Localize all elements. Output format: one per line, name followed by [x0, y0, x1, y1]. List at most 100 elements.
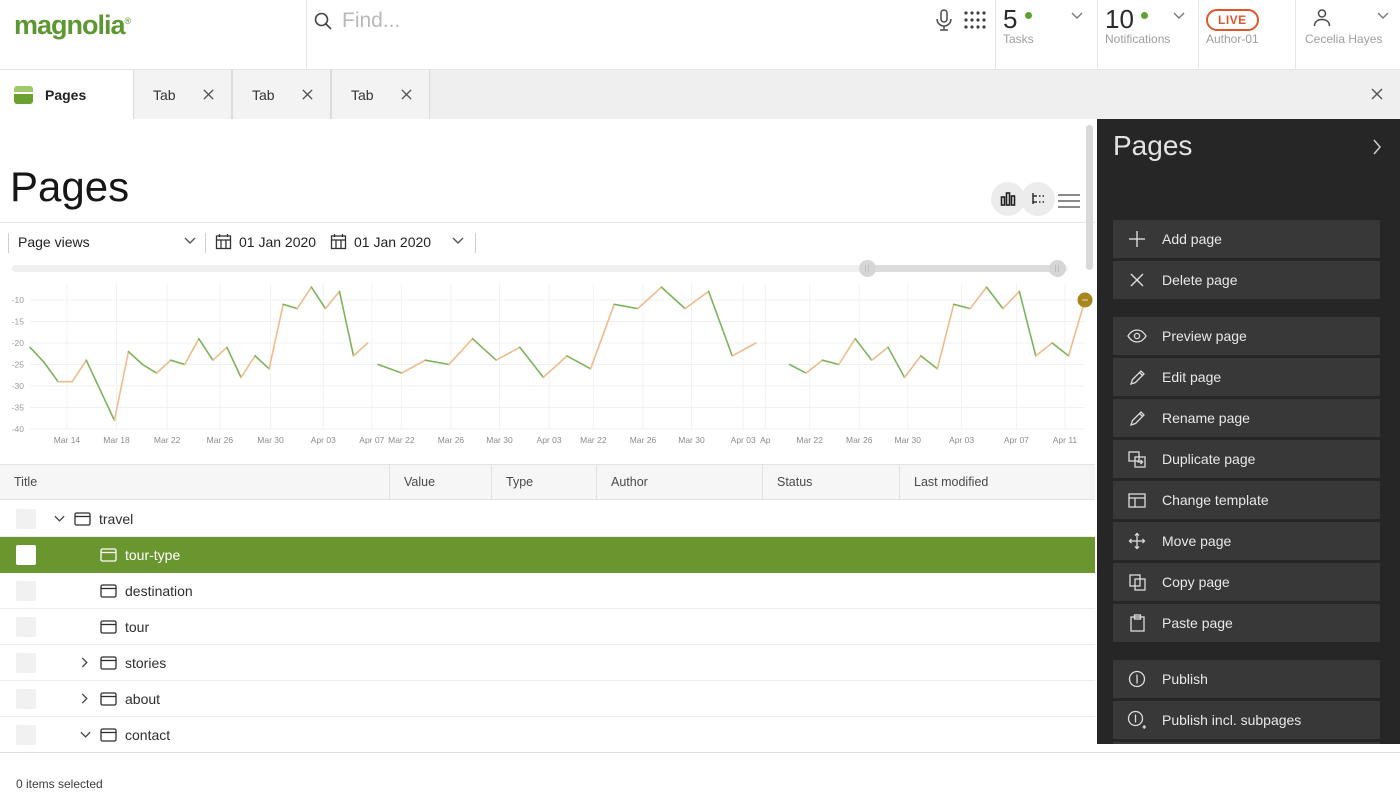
- action-change-template[interactable]: Change template: [1113, 481, 1380, 519]
- action-publish-incl-subpages[interactable]: Publish incl. subpages: [1113, 701, 1380, 739]
- date-to-value: 01 Jan 2020: [354, 233, 432, 250]
- svg-text:Apr 07: Apr 07: [359, 435, 384, 445]
- action-label: Copy page: [1162, 574, 1230, 590]
- notifications-count: 10: [1105, 4, 1134, 34]
- page-title: Pages: [10, 163, 130, 210]
- paste-icon: [1127, 614, 1147, 632]
- row-checkbox[interactable]: [16, 509, 36, 529]
- close-app-icon[interactable]: [1370, 87, 1384, 101]
- microphone-icon[interactable]: [934, 9, 954, 33]
- action-label: Edit page: [1162, 369, 1222, 385]
- tasks-label: Tasks: [1003, 32, 1034, 46]
- action-edit-page[interactable]: Edit page: [1113, 358, 1380, 396]
- user-menu[interactable]: Cecelia Hayes: [1295, 0, 1400, 70]
- menu-icon[interactable]: [1058, 190, 1080, 212]
- tab-item[interactable]: Tab: [232, 70, 331, 119]
- close-tab-icon[interactable]: [400, 88, 413, 101]
- row-checkbox[interactable]: [16, 617, 36, 637]
- tree-view-button[interactable]: [1021, 182, 1055, 216]
- column-header[interactable]: Title: [0, 465, 390, 499]
- column-header[interactable]: Type: [492, 465, 597, 499]
- app-launcher-grid-icon[interactable]: [964, 11, 986, 29]
- row-label: contact: [125, 726, 171, 743]
- action-delete-page[interactable]: Delete page: [1113, 261, 1380, 299]
- tree-expand-icon[interactable]: [76, 657, 94, 668]
- row-checkbox[interactable]: [16, 653, 36, 673]
- close-icon: [1127, 272, 1147, 288]
- chevron-right-icon[interactable]: [1372, 139, 1382, 155]
- date-to-picker[interactable]: 01 Jan 2020: [330, 233, 431, 250]
- metric-select[interactable]: Page views: [18, 234, 90, 250]
- action-clipped[interactable]: [1113, 742, 1380, 744]
- action-duplicate-page[interactable]: Duplicate page: [1113, 440, 1380, 478]
- svg-text:Ap: Ap: [760, 435, 771, 445]
- svg-text:Mar 26: Mar 26: [207, 435, 234, 445]
- close-tab-icon[interactable]: [202, 88, 215, 101]
- notifications-menu[interactable]: 10 Notifications: [1097, 0, 1198, 70]
- page-icon: [74, 511, 91, 526]
- close-tab-icon[interactable]: [301, 88, 314, 101]
- tab-item[interactable]: Tab: [331, 70, 430, 119]
- search-input[interactable]: [342, 9, 902, 33]
- copy-icon: [1127, 573, 1147, 591]
- chevron-down-icon: [1173, 12, 1185, 20]
- svg-text:Mar 22: Mar 22: [796, 435, 823, 445]
- pages-app-icon: [14, 85, 33, 104]
- table-row[interactable]: about: [0, 681, 1095, 717]
- action-add-page[interactable]: Add page: [1113, 220, 1380, 258]
- action-preview-page[interactable]: Preview page: [1113, 317, 1380, 355]
- action-copy-page[interactable]: Copy page: [1113, 563, 1380, 601]
- slider-range[interactable]: [867, 265, 1058, 272]
- action-label: Add page: [1162, 231, 1222, 247]
- chart-range-slider[interactable]: [12, 260, 1068, 277]
- column-header[interactable]: Author: [597, 465, 763, 499]
- date-from-picker[interactable]: 01 Jan 2020: [215, 233, 316, 250]
- row-checkbox[interactable]: [16, 725, 36, 745]
- table-row[interactable]: travel: [0, 501, 1095, 537]
- action-paste-page[interactable]: Paste page: [1113, 604, 1380, 642]
- row-checkbox[interactable]: [16, 689, 36, 709]
- chevron-down-icon[interactable]: [184, 237, 196, 245]
- instance-indicator: LIVE Author-01: [1198, 0, 1295, 70]
- action-label: Rename page: [1162, 410, 1250, 426]
- row-checkbox[interactable]: [16, 581, 36, 601]
- table-header: Title Value Type Author Status Last modified: [0, 464, 1095, 500]
- tab-bar: Pages Tab Tab Tab: [0, 70, 1400, 119]
- move-icon: [1127, 532, 1147, 550]
- tab-label: Tab: [252, 86, 275, 103]
- column-header[interactable]: Status: [763, 465, 900, 499]
- chevron-down-icon[interactable]: [452, 237, 464, 245]
- tab-label: Pages: [45, 86, 87, 103]
- tree-expand-icon[interactable]: [50, 515, 68, 523]
- table-row[interactable]: contact: [0, 717, 1095, 753]
- column-header[interactable]: Last modified: [914, 475, 989, 489]
- table-row[interactable]: stories: [0, 645, 1095, 681]
- row-checkbox[interactable]: [16, 545, 36, 565]
- svg-text:Mar 26: Mar 26: [630, 435, 657, 445]
- tab-pages-active[interactable]: Pages: [0, 70, 133, 119]
- svg-text:Apr 03: Apr 03: [731, 435, 756, 445]
- table-row[interactable]: destination: [0, 573, 1095, 609]
- tasks-menu[interactable]: 5 Tasks: [995, 0, 1097, 70]
- vertical-scrollbar[interactable]: [1086, 125, 1093, 270]
- tree-expand-icon[interactable]: [76, 731, 94, 739]
- tab-item[interactable]: Tab: [133, 70, 232, 119]
- user-icon: [1310, 6, 1334, 30]
- chevron-down-icon: [1071, 12, 1083, 20]
- action-move-page[interactable]: Move page: [1113, 522, 1380, 560]
- row-label: about: [125, 690, 161, 707]
- publish-icon: [1127, 670, 1147, 688]
- table-row[interactable]: tour: [0, 609, 1095, 645]
- slider-handle-left[interactable]: [859, 260, 877, 277]
- row-label: stories: [125, 654, 167, 671]
- live-badge: LIVE: [1206, 9, 1259, 31]
- table-row[interactable]: tour-type: [0, 537, 1095, 573]
- chevron-down-icon: [1377, 12, 1389, 20]
- column-header[interactable]: Value: [390, 465, 492, 499]
- action-rename-page[interactable]: Rename page: [1113, 399, 1380, 437]
- tree-expand-icon[interactable]: [76, 693, 94, 704]
- action-publish[interactable]: Publish: [1113, 660, 1380, 698]
- slider-handle-right[interactable]: [1049, 260, 1067, 277]
- chart-view-button[interactable]: [991, 182, 1025, 216]
- svg-text:Mar 30: Mar 30: [486, 435, 513, 445]
